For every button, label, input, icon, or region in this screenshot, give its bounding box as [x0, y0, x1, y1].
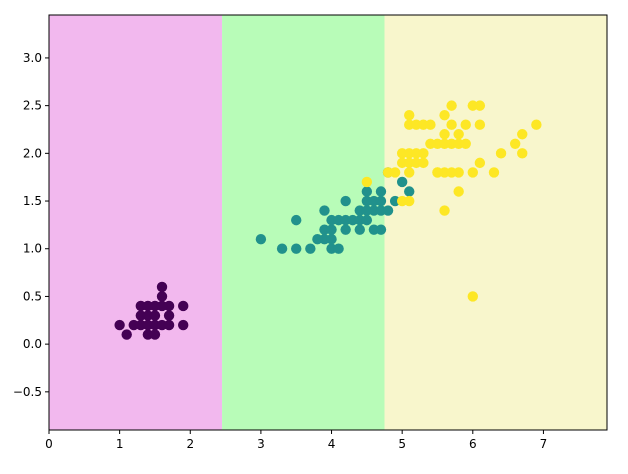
- data-point-class-2: [495, 148, 507, 159]
- data-point-class-2: [474, 157, 486, 169]
- data-point-class-2: [432, 167, 443, 178]
- data-point-class-2: [361, 176, 373, 188]
- data-point-class-1: [404, 186, 415, 197]
- x-tick-label: 6: [469, 437, 477, 451]
- decision-region-2: [384, 15, 607, 430]
- y-tick-label: 0.5: [23, 289, 42, 303]
- data-point-class-0: [156, 281, 168, 293]
- y-tick-label: 1.5: [23, 194, 42, 208]
- data-point-class-0: [178, 319, 189, 331]
- data-point-class-2: [474, 100, 486, 111]
- y-tick-label: −0.5: [13, 385, 42, 399]
- data-point-class-2: [389, 167, 401, 178]
- data-point-class-2: [446, 100, 457, 111]
- data-point-class-1: [340, 195, 351, 207]
- x-tick-label: 3: [257, 437, 265, 451]
- x-tick-label: 4: [328, 437, 336, 451]
- y-tick-label: 2.5: [23, 99, 42, 113]
- x-tick-label: 5: [398, 437, 406, 451]
- data-point-class-2: [439, 205, 450, 216]
- data-point-class-1: [312, 233, 323, 245]
- y-tick-label: 0.0: [23, 337, 42, 351]
- data-point-class-2: [509, 138, 521, 149]
- data-point-class-2: [418, 148, 429, 159]
- decision-region-0: [49, 15, 223, 430]
- data-point-class-1: [375, 195, 387, 207]
- data-point-class-2: [467, 167, 478, 178]
- data-point-class-2: [425, 119, 436, 130]
- data-point-class-0: [142, 300, 154, 312]
- data-point-class-1: [382, 205, 394, 216]
- data-point-class-0: [121, 329, 132, 340]
- data-point-class-2: [439, 129, 450, 140]
- x-tick-label: 7: [540, 437, 548, 451]
- y-tick-label: 2.0: [23, 146, 42, 160]
- data-point-class-2: [453, 129, 464, 140]
- data-point-class-0: [156, 291, 168, 302]
- data-point-class-1: [305, 243, 316, 254]
- data-point-class-2: [404, 167, 415, 178]
- data-point-class-1: [291, 214, 302, 226]
- x-tick-label: 0: [45, 437, 53, 451]
- y-tick-label: 3.0: [23, 51, 42, 65]
- x-axis: 0 1 2 3 4 5 6 7: [45, 430, 547, 451]
- scatter-points: [114, 100, 542, 340]
- data-point-class-1: [276, 243, 288, 254]
- data-point-class-2: [474, 119, 486, 130]
- data-point-class-2: [411, 119, 422, 130]
- data-point-class-0: [149, 329, 161, 340]
- data-point-class-2: [425, 138, 436, 149]
- data-point-class-2: [453, 186, 464, 197]
- data-point-class-1: [326, 224, 337, 235]
- x-tick-label: 2: [186, 437, 194, 451]
- data-point-class-0: [114, 319, 125, 331]
- data-point-class-2: [446, 119, 457, 130]
- data-point-class-1: [396, 176, 408, 188]
- data-point-class-1: [319, 205, 330, 216]
- data-point-class-2: [460, 138, 471, 149]
- data-point-class-2: [488, 167, 500, 178]
- data-point-class-2: [531, 119, 542, 130]
- data-point-class-1: [375, 186, 387, 197]
- data-point-class-1: [375, 224, 387, 235]
- y-axis: −0.5 0.0 0.5 1.0 1.5 2.0 2.5 3.0: [13, 51, 49, 399]
- x-tick-label: 1: [116, 437, 124, 451]
- data-point-class-2: [517, 148, 528, 159]
- data-point-class-1: [340, 224, 351, 235]
- data-point-class-2: [467, 291, 478, 302]
- data-point-class-0: [156, 300, 168, 312]
- data-point-class-1: [333, 243, 344, 254]
- data-point-class-2: [446, 167, 457, 178]
- data-point-class-2: [404, 109, 415, 121]
- data-point-class-2: [404, 195, 415, 207]
- data-point-class-2: [439, 109, 450, 121]
- data-point-class-1: [354, 224, 365, 235]
- data-point-class-1: [361, 186, 373, 197]
- data-point-class-2: [460, 119, 471, 130]
- data-point-class-1: [326, 233, 337, 245]
- y-tick-label: 1.0: [23, 242, 42, 256]
- data-point-class-0: [149, 310, 161, 321]
- data-point-class-1: [291, 243, 302, 254]
- data-point-class-0: [163, 310, 175, 321]
- data-point-class-1: [361, 214, 373, 226]
- data-point-class-1: [255, 233, 267, 245]
- plot-frame: [48, 14, 608, 431]
- data-point-class-2: [418, 157, 429, 169]
- data-point-class-0: [178, 300, 189, 312]
- data-point-class-2: [517, 129, 528, 140]
- data-point-class-0: [163, 319, 175, 331]
